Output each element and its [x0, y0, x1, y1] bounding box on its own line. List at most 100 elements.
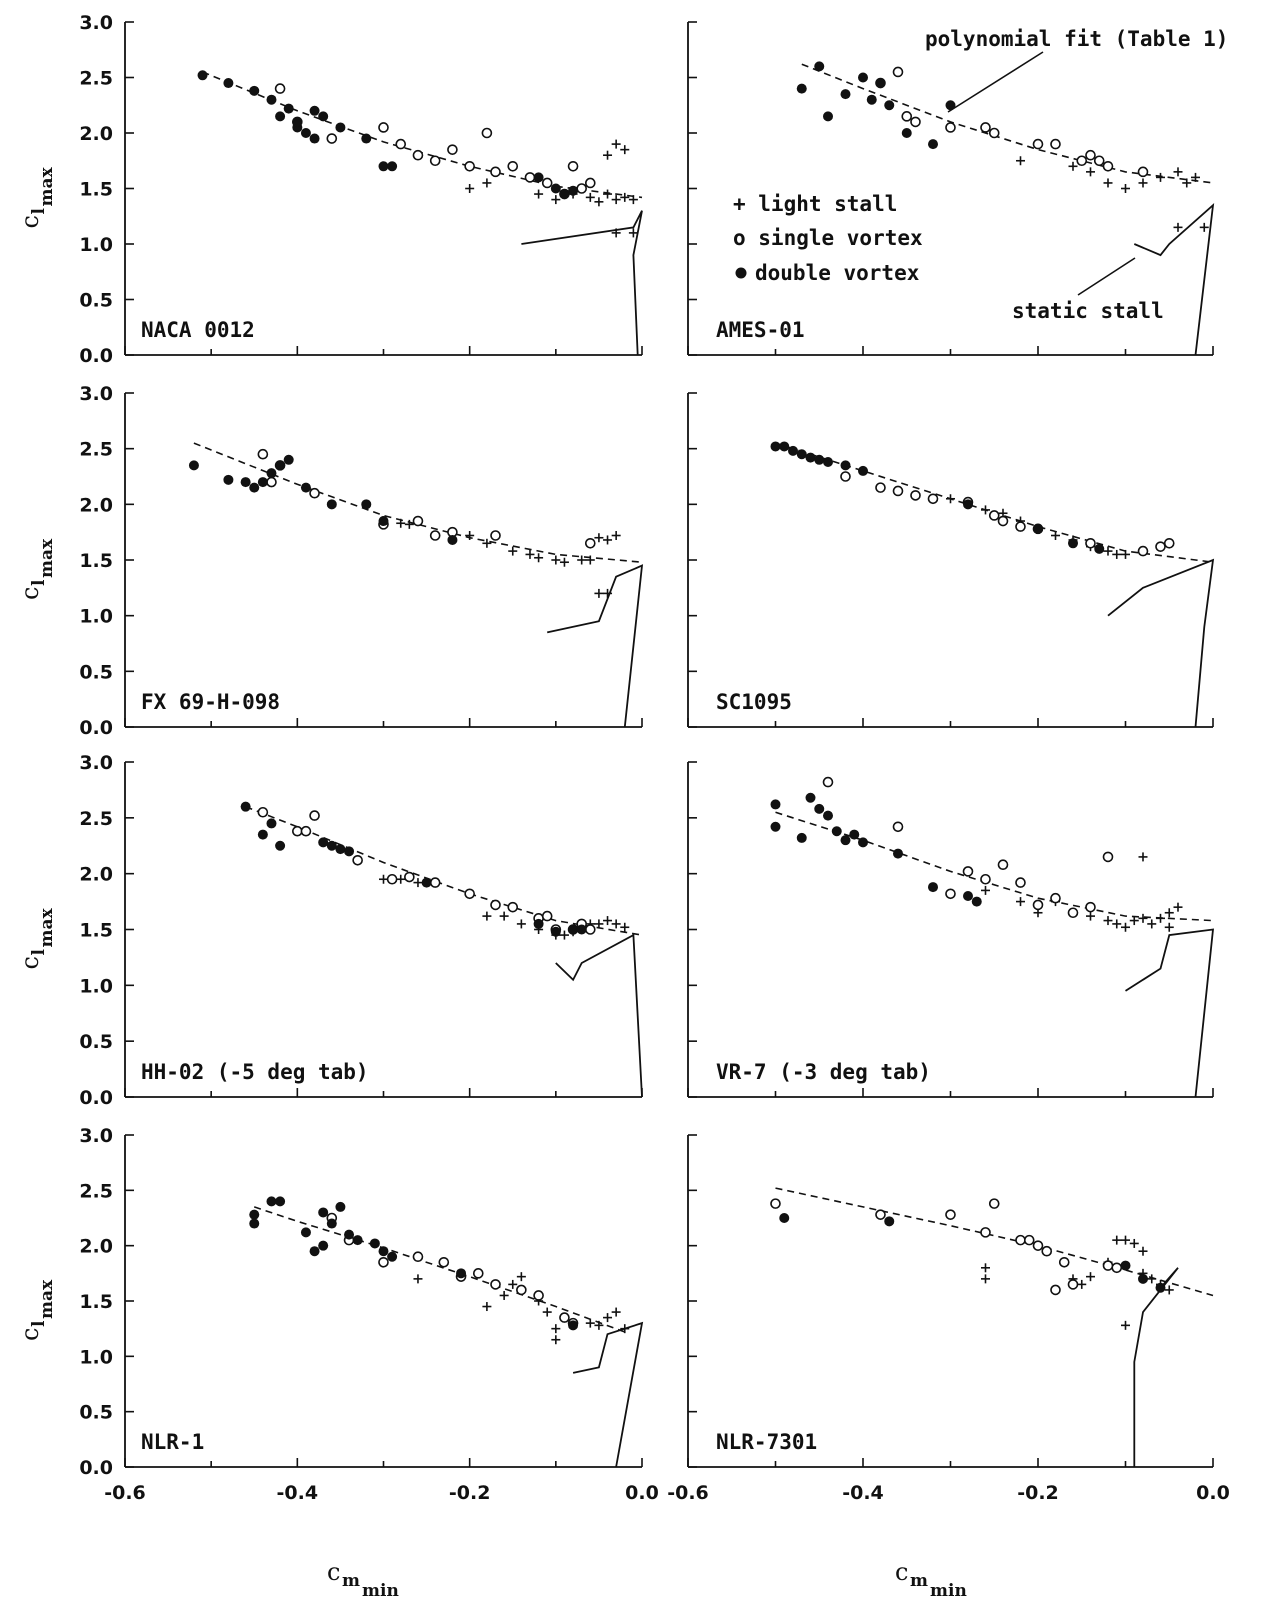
point-single-vortex [412, 149, 424, 161]
point-light-stall [1156, 913, 1165, 923]
y-axis-label-sub: l [29, 579, 49, 586]
panel-label: AMES-01 [716, 318, 805, 342]
point-light-stall [1138, 852, 1148, 862]
panel-label: HH-02 (-5 deg tab) [141, 1060, 369, 1084]
panel-label: NACA 0012 [141, 318, 255, 342]
point-double-vortex [456, 1268, 467, 1279]
point-double-vortex [326, 840, 337, 851]
point-double-vortex [796, 83, 807, 94]
point-single-vortex [892, 66, 904, 78]
point-light-stall [1182, 178, 1192, 188]
point-single-vortex [567, 161, 579, 172]
point-double-vortex [361, 133, 372, 144]
point-double-vortex [240, 477, 251, 488]
point-double-vortex [1068, 538, 1078, 549]
point-single-vortex [309, 810, 320, 821]
point-single-vortex [1076, 155, 1088, 167]
point-double-vortex [893, 848, 903, 859]
point-light-stall [1121, 1235, 1130, 1245]
point-double-vortex [568, 185, 579, 196]
point-single-vortex [980, 873, 991, 885]
point-light-stall [1156, 172, 1165, 182]
point-single-vortex [910, 116, 921, 128]
legend-double-vortex-marker [735, 267, 747, 279]
point-light-stall [946, 494, 955, 504]
point-light-stall [603, 916, 613, 926]
point-light-stall [482, 538, 492, 548]
point-light-stall [620, 192, 630, 202]
y-axis-label-main: c [16, 956, 44, 969]
point-light-stall [1016, 897, 1025, 907]
annotation-polynomial-fit: polynomial fit (Table 1) [925, 27, 1228, 51]
point-single-vortex [875, 482, 886, 493]
point-light-stall [1147, 1274, 1157, 1284]
point-single-vortex [464, 161, 475, 172]
point-double-vortex [1033, 523, 1043, 534]
y-tick-label: 2.0 [79, 864, 113, 886]
point-single-vortex [1015, 521, 1026, 532]
point-double-vortex [840, 835, 851, 846]
point-single-vortex [1023, 1234, 1035, 1246]
point-single-vortex [901, 111, 913, 122]
point-double-vortex [387, 161, 398, 172]
point-single-vortex [386, 873, 398, 885]
point-single-vortex [378, 1256, 389, 1268]
y-tick-label: 0.0 [79, 1457, 113, 1479]
point-double-vortex [963, 499, 973, 510]
point-double-vortex [831, 826, 842, 837]
point-single-vortex [1032, 1240, 1044, 1251]
static-stall-line [1125, 928, 1215, 1098]
point-single-vortex [997, 859, 1009, 871]
point-light-stall [396, 874, 406, 884]
point-double-vortex [266, 818, 277, 829]
point-double-vortex [840, 89, 851, 100]
point-single-vortex [840, 471, 851, 482]
point-single-vortex [1102, 161, 1114, 172]
point-double-vortex [866, 94, 877, 105]
point-double-vortex [576, 924, 587, 935]
point-single-vortex [490, 530, 501, 541]
point-light-stall [585, 555, 595, 565]
point-light-stall [559, 557, 569, 567]
point-single-vortex [516, 1284, 527, 1296]
point-light-stall [981, 1274, 990, 1284]
point-single-vortex [1093, 155, 1105, 167]
point-double-vortex [840, 460, 851, 471]
point-single-vortex [429, 155, 441, 167]
x-axis-label-left: c m min [327, 1558, 399, 1601]
y-tick-label: 2.0 [79, 494, 113, 516]
y-tick-label: 1.5 [79, 550, 113, 572]
point-single-vortex [412, 515, 424, 527]
point-double-vortex [814, 803, 825, 814]
point-single-vortex [257, 448, 269, 460]
point-light-stall [981, 1263, 990, 1273]
point-double-vortex [805, 792, 816, 803]
point-light-stall [594, 533, 604, 543]
panel-label: FX 69-H-098 [141, 690, 280, 714]
x-tick-label: 0.0 [1196, 1482, 1230, 1504]
point-light-stall [611, 531, 621, 541]
point-single-vortex [266, 476, 277, 488]
point-double-vortex [796, 449, 807, 460]
point-double-vortex [963, 891, 973, 901]
static-stall-line [1133, 1267, 1179, 1467]
point-light-stall [499, 1290, 509, 1300]
point-double-vortex [550, 183, 561, 194]
point-double-vortex [223, 78, 234, 89]
point-double-vortex [188, 460, 199, 471]
point-double-vortex [875, 78, 886, 89]
point-light-stall [559, 930, 569, 940]
point-double-vortex [283, 454, 294, 465]
panel-4: SC1095 [687, 392, 1215, 728]
point-light-stall [603, 150, 613, 160]
static-stall-line [1133, 202, 1215, 356]
point-double-vortex [814, 454, 825, 465]
point-single-vortex [274, 83, 286, 94]
point-light-stall [577, 555, 587, 565]
point-double-vortex [292, 116, 303, 127]
point-double-vortex [788, 445, 798, 456]
point-single-vortex [892, 821, 904, 833]
point-single-vortex [576, 183, 587, 194]
